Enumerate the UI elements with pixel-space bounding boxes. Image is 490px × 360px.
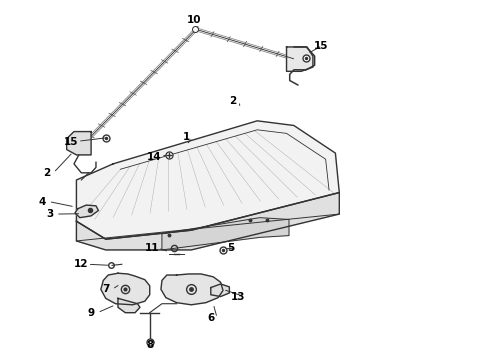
Polygon shape — [118, 298, 140, 313]
Text: 10: 10 — [187, 15, 201, 26]
Polygon shape — [287, 47, 313, 71]
Text: 3: 3 — [46, 209, 53, 219]
Text: 13: 13 — [230, 292, 245, 302]
Text: 15: 15 — [64, 138, 79, 147]
Polygon shape — [76, 193, 339, 250]
Polygon shape — [211, 284, 229, 297]
Text: 9: 9 — [88, 308, 95, 318]
Text: 14: 14 — [147, 152, 162, 162]
Text: 12: 12 — [74, 259, 89, 269]
Text: 15: 15 — [314, 41, 328, 50]
Polygon shape — [75, 205, 98, 218]
Text: 4: 4 — [39, 197, 46, 207]
Polygon shape — [161, 274, 223, 305]
Polygon shape — [67, 132, 91, 155]
Text: 8: 8 — [146, 340, 153, 350]
Text: 2: 2 — [229, 96, 236, 106]
Text: 2: 2 — [44, 168, 51, 178]
Text: 5: 5 — [227, 243, 234, 253]
Text: 1: 1 — [183, 132, 190, 142]
Text: 7: 7 — [102, 284, 109, 294]
Text: 6: 6 — [207, 313, 215, 323]
Polygon shape — [162, 218, 289, 250]
Text: 11: 11 — [145, 243, 159, 253]
Polygon shape — [101, 273, 150, 305]
Polygon shape — [76, 121, 339, 239]
